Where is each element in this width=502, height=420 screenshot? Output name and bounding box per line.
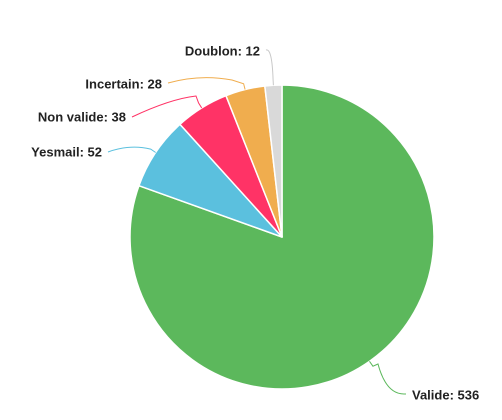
data-label-valide: Valide: 536 [412,387,479,402]
data-label-non-valide: Non valide: 38 [38,109,126,124]
connector-non-valide [131,95,203,118]
connector-valide [369,361,406,395]
data-labels: Valide: 536 Yesmail: 52 Non valide: 38 Ince… [31,43,479,402]
pie-slice-valide [129,84,435,390]
connector-incertain [167,77,246,90]
connector-yesmail [107,146,156,153]
data-label-doublon: Doublon: 12 [185,43,260,58]
data-label-incertain: Incertain: 28 [85,76,162,91]
pie-slices [129,84,435,390]
label-connectors [107,49,406,395]
data-label-yesmail: Yesmail: 52 [31,144,102,159]
connector-doublon [265,49,274,86]
